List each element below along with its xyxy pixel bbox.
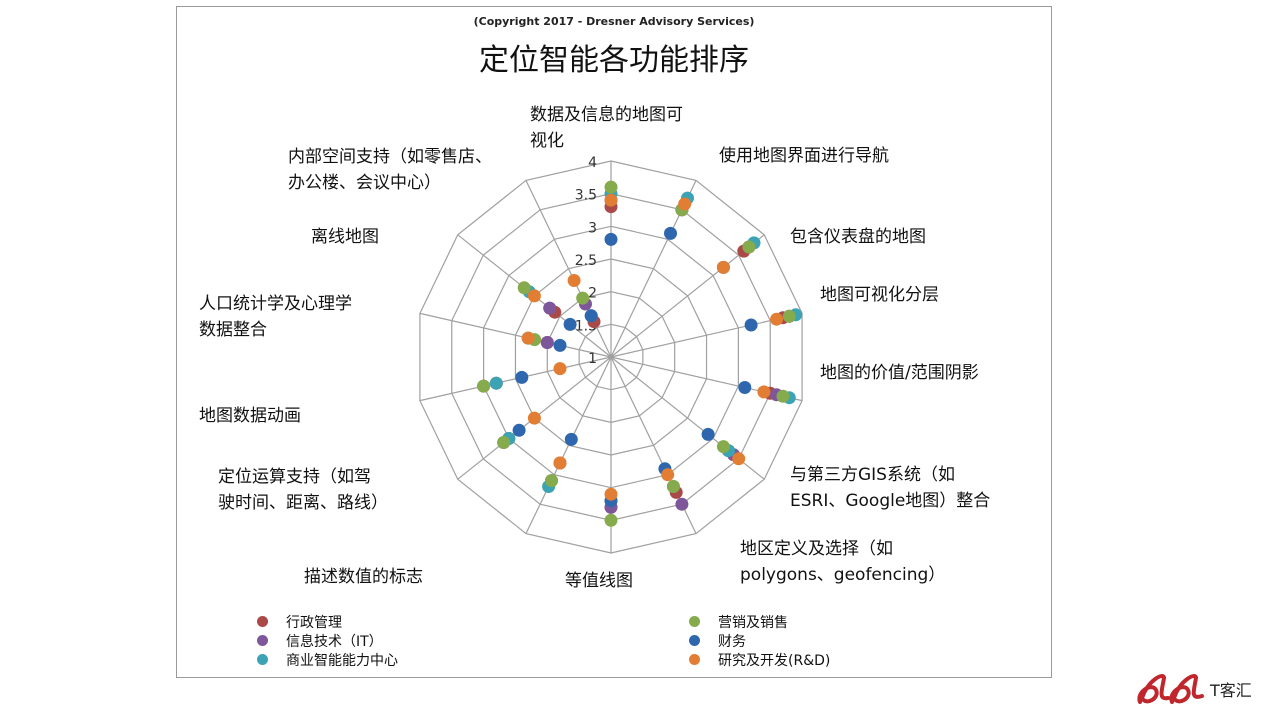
data-point <box>543 301 557 315</box>
data-point <box>515 370 529 384</box>
data-point <box>732 452 746 466</box>
r-tick-label: 1 <box>588 351 597 367</box>
grid-spoke <box>610 234 765 358</box>
category-label: 使用地图界面进行导航 <box>719 145 889 166</box>
data-point <box>512 423 526 437</box>
category-label: 数据及信息的地图可 <box>530 105 683 125</box>
data-point <box>527 411 541 425</box>
grid-spoke <box>525 180 612 358</box>
legend-item: 研究及开发(R&D) <box>689 650 830 669</box>
data-point <box>701 427 715 441</box>
data-point <box>540 336 554 349</box>
grid-spoke <box>525 356 612 534</box>
brand-text: T客汇 <box>1210 681 1252 700</box>
data-point <box>521 331 535 345</box>
legend-marker <box>689 635 700 646</box>
chart-frame: (Copyright 2017 - Dresner Advisory Servi… <box>176 6 1052 678</box>
grid-spoke <box>419 312 612 358</box>
category-label: 办公楼、会议中心） <box>288 173 441 193</box>
data-point <box>576 291 590 305</box>
category-label: 描述数值的标志 <box>304 567 423 587</box>
data-point <box>553 362 567 376</box>
category-label: 数据整合 <box>199 320 267 340</box>
data-point <box>664 226 677 240</box>
logo-icon <box>1137 674 1204 704</box>
data-point <box>553 338 567 352</box>
data-point <box>517 281 531 295</box>
category-label: 内部空间支持（如零售店、 <box>288 147 492 167</box>
data-point <box>757 385 771 399</box>
legend-marker <box>257 635 268 646</box>
copyright-text: (Copyright 2017 - Dresner Advisory Servi… <box>473 15 755 28</box>
category-label: ESRI、Google地图）整合 <box>790 491 990 511</box>
data-point <box>584 309 598 323</box>
legend-marker <box>689 654 700 665</box>
legend-label: 信息技术（IT） <box>286 633 383 650</box>
data-point <box>567 274 581 287</box>
legend-marker <box>257 616 268 627</box>
category-label: 等值线图 <box>565 571 633 591</box>
legend-item: 营销及销售 <box>689 612 830 631</box>
legend-right: 营销及销售 财务 研究及开发(R&D) <box>689 612 830 669</box>
legend-item: 商业智能能力中心 <box>257 650 398 669</box>
data-point <box>661 468 675 482</box>
legend-label: 营销及销售 <box>718 614 788 631</box>
data-point <box>782 309 796 323</box>
data-point <box>770 312 784 326</box>
data-point <box>564 432 578 446</box>
r-tick-label: 3 <box>588 220 597 236</box>
data-point <box>604 180 618 194</box>
legend-label: 研究及开发(R&D) <box>718 652 831 669</box>
r-tick-label: 4 <box>588 155 597 171</box>
brand-logo: T客汇 <box>1134 668 1252 710</box>
data-point <box>497 436 511 449</box>
data-point <box>545 474 558 488</box>
legend-item: 信息技术（IT） <box>257 631 398 650</box>
data-point <box>716 440 730 454</box>
category-label: 地区定义及选择（如 <box>740 539 893 559</box>
r-tick-label: 2.5 <box>575 253 597 269</box>
grid-spoke <box>610 312 803 358</box>
data-point <box>738 381 752 394</box>
legend-label: 行政管理 <box>286 614 342 631</box>
data-point <box>716 260 730 274</box>
data-point <box>489 376 503 390</box>
data-point <box>744 318 758 332</box>
category-label: 定位运算支持（如驾 <box>218 467 371 487</box>
category-label: 包含仪表盘的地图 <box>790 227 926 247</box>
category-label: 视化 <box>530 131 564 151</box>
legend-label: 财务 <box>718 633 746 650</box>
data-point <box>477 379 491 393</box>
data-point <box>604 193 618 207</box>
data-point <box>776 389 790 403</box>
category-label: polygons、geofencing） <box>740 565 945 585</box>
category-label: 人口统计学及心理学 <box>199 294 352 314</box>
data-point <box>553 456 567 470</box>
legend-item: 财务 <box>689 631 830 650</box>
data-point <box>604 513 618 527</box>
legend-marker <box>257 654 268 665</box>
chart-title: 定位智能各功能排序 <box>479 43 749 78</box>
data-point <box>604 232 618 246</box>
data-point <box>604 487 618 501</box>
r-tick-label: 3.5 <box>575 188 597 204</box>
category-label: 地图的价值/范围阴影 <box>820 363 979 383</box>
r-tick-label: 2 <box>588 286 597 302</box>
legend-left: 行政管理 信息技术（IT） 商业智能能力中心 <box>257 612 398 669</box>
legend-marker <box>689 616 700 627</box>
category-label: 与第三方GIS系统（如 <box>790 465 955 485</box>
data-point <box>527 289 541 303</box>
data-point <box>563 317 577 331</box>
data-point <box>675 497 689 511</box>
category-label: 地图可视化分层 <box>820 285 939 305</box>
category-label: 地图数据动画 <box>199 406 301 426</box>
data-point <box>666 480 680 493</box>
legend-item: 行政管理 <box>257 612 398 631</box>
legend-label: 商业智能能力中心 <box>286 652 398 669</box>
category-label: 离线地图 <box>311 227 379 247</box>
category-label: 驶时间、距离、路线） <box>218 493 388 513</box>
data-point <box>678 197 692 211</box>
data-point <box>742 240 756 254</box>
